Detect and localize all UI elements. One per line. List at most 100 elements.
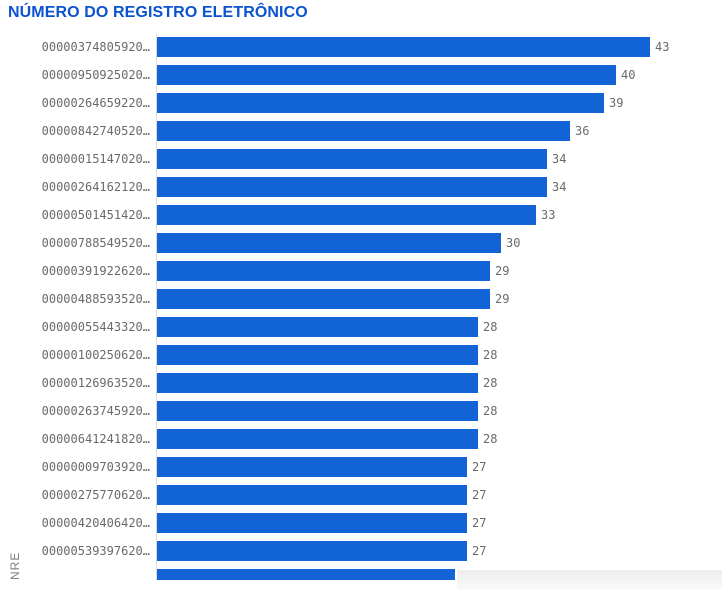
bar-row: 00000126963520… 28 [0, 369, 722, 397]
bar[interactable] [157, 401, 478, 421]
value-label: 29 [495, 264, 510, 278]
value-label: 28 [483, 432, 498, 446]
bar-track: 34 [156, 173, 722, 201]
value-label: 28 [483, 376, 498, 390]
bar-track: 28 [156, 425, 722, 453]
bar-track: 27 [156, 453, 722, 481]
value-label: 28 [483, 320, 498, 334]
category-label[interactable]: 00000264659220… [41, 96, 150, 110]
bar-track: 39 [156, 89, 722, 117]
bar-track: 40 [156, 61, 722, 89]
category-label[interactable]: 00000264162120… [41, 180, 150, 194]
bar-track: 33 [156, 201, 722, 229]
value-label: 34 [552, 152, 567, 166]
bar[interactable] [157, 37, 650, 57]
value-label: 27 [472, 488, 487, 502]
category-label[interactable]: 00000391922620… [41, 264, 150, 278]
bar[interactable] [157, 289, 490, 309]
bar-row: 00000501451420… 33 [0, 201, 722, 229]
bar[interactable] [157, 261, 490, 281]
value-label: 33 [541, 208, 556, 222]
bar-row: 00000788549520… 30 [0, 229, 722, 257]
category-label[interactable]: 00000275770620… [41, 488, 150, 502]
bar-row: 00000263745920… 28 [0, 397, 722, 425]
bar-row: 00000842740520… 36 [0, 117, 722, 145]
bar-row: 00000420406420… 27 [0, 509, 722, 537]
category-label[interactable]: 00000055443320… [41, 320, 150, 334]
bar-track: 28 [156, 341, 722, 369]
bar-track: 28 [156, 369, 722, 397]
bar-row: 00000488593520… 29 [0, 285, 722, 313]
bar[interactable] [157, 569, 455, 580]
category-label[interactable]: 00000263745920… [41, 404, 150, 418]
category-label[interactable]: 00000788549520… [41, 236, 150, 250]
bar-track: 29 [156, 285, 722, 313]
bar[interactable] [157, 429, 478, 449]
category-label[interactable]: 00000009703920… [41, 460, 150, 474]
bar[interactable] [157, 345, 478, 365]
bar-row: 00000391922620… 29 [0, 257, 722, 285]
category-label[interactable]: 00000100250620… [41, 348, 150, 362]
category-label[interactable]: 00000842740520… [41, 124, 150, 138]
category-label[interactable]: 00000420406420… [41, 516, 150, 530]
bar[interactable] [157, 513, 467, 533]
category-label[interactable]: 00000641241820… [41, 432, 150, 446]
plot-area: 00000374805920… 43 00000950925020… 40 000002… [0, 33, 722, 580]
bar[interactable] [157, 177, 547, 197]
category-label[interactable]: 00000374805920… [41, 40, 150, 54]
bar[interactable] [157, 373, 478, 393]
bar[interactable] [157, 317, 478, 337]
bar[interactable] [157, 149, 547, 169]
bar[interactable] [157, 457, 467, 477]
value-label: 30 [506, 236, 521, 250]
bar-track: 43 [156, 33, 722, 61]
value-label: 27 [472, 544, 487, 558]
bar[interactable] [157, 65, 616, 85]
bar-rows: 00000374805920… 43 00000950925020… 40 000002… [0, 33, 722, 580]
category-label[interactable]: 00000501451420… [41, 208, 150, 222]
category-label[interactable]: 00000539397620… [41, 544, 150, 558]
value-label: 43 [655, 40, 670, 54]
bar-row: 00000055443320… 28 [0, 313, 722, 341]
value-label: 40 [621, 68, 636, 82]
value-label: 29 [495, 292, 510, 306]
bottom-right-panel-edge [457, 570, 722, 590]
bar-row [0, 565, 722, 580]
bar[interactable] [157, 233, 501, 253]
value-label: 34 [552, 180, 567, 194]
bar[interactable] [157, 541, 467, 561]
bar-track: 29 [156, 257, 722, 285]
bar-row: 00000264162120… 34 [0, 173, 722, 201]
bar-track: 28 [156, 397, 722, 425]
bar[interactable] [157, 205, 536, 225]
bar[interactable] [157, 485, 467, 505]
category-label[interactable]: 00000488593520… [41, 292, 150, 306]
category-label[interactable]: 00000950925020… [41, 68, 150, 82]
chart-title: NÚMERO DO REGISTRO ELETRÔNICO [8, 4, 308, 21]
bar-track: 36 [156, 117, 722, 145]
bar-track: 27 [156, 509, 722, 537]
bar-track: 34 [156, 145, 722, 173]
bar[interactable] [157, 121, 570, 141]
value-label: 36 [575, 124, 590, 138]
bar-row: 00000539397620… 27 [0, 537, 722, 565]
bar-track [156, 565, 722, 580]
value-label: 27 [472, 516, 487, 530]
bar-track: 28 [156, 313, 722, 341]
value-label: 28 [483, 348, 498, 362]
bar-track: 27 [156, 537, 722, 565]
category-label[interactable]: 00000015147020… [41, 152, 150, 166]
bar[interactable] [157, 93, 604, 113]
bar-row: 00000950925020… 40 [0, 61, 722, 89]
value-label: 27 [472, 460, 487, 474]
bar-row: 00000374805920… 43 [0, 33, 722, 61]
value-label: 28 [483, 404, 498, 418]
category-label[interactable]: 00000126963520… [41, 376, 150, 390]
bar-track: 27 [156, 481, 722, 509]
bar-row: 00000275770620… 27 [0, 481, 722, 509]
bar-row: 00000015147020… 34 [0, 145, 722, 173]
bar-row: 00000641241820… 28 [0, 425, 722, 453]
bar-row: 00000264659220… 39 [0, 89, 722, 117]
bar-row: 00000100250620… 28 [0, 341, 722, 369]
bar-row: 00000009703920… 27 [0, 453, 722, 481]
